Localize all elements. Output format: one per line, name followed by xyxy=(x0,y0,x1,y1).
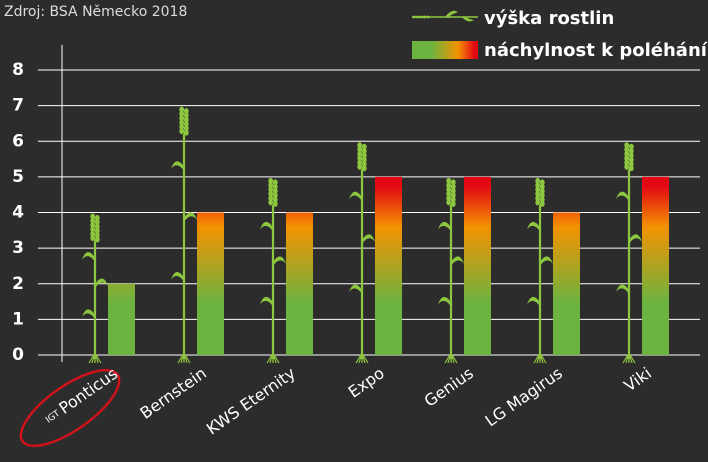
grain xyxy=(273,201,278,207)
legend-grain xyxy=(416,16,420,19)
grain xyxy=(446,199,451,205)
grain xyxy=(95,237,100,243)
legend-label: výška rostlin xyxy=(484,8,614,29)
bar xyxy=(464,177,491,355)
grain xyxy=(451,201,456,207)
y-tick-label: 7 xyxy=(12,96,24,116)
grain xyxy=(540,201,545,207)
grain xyxy=(179,128,184,134)
bar xyxy=(553,213,580,356)
grain xyxy=(362,165,367,171)
source-note: Zdroj: BSA Německo 2018 xyxy=(4,4,187,20)
grain xyxy=(629,165,634,171)
grain xyxy=(184,130,189,136)
bar xyxy=(642,177,669,355)
y-tick-label: 2 xyxy=(12,274,24,294)
y-tick-label: 0 xyxy=(12,345,24,365)
legend-swatch xyxy=(412,41,478,59)
y-tick-label: 3 xyxy=(12,238,24,258)
legend-grain xyxy=(423,16,427,19)
grain xyxy=(268,199,273,205)
grain xyxy=(357,164,362,170)
bar xyxy=(375,177,402,355)
grain xyxy=(90,235,95,241)
legend-label: náchylnost k poléhání xyxy=(484,40,708,61)
grain xyxy=(624,164,629,170)
y-tick-label: 6 xyxy=(12,131,24,151)
y-tick-label: 4 xyxy=(12,203,24,223)
grain xyxy=(535,199,540,205)
bar xyxy=(197,213,224,356)
legend-grain xyxy=(412,16,416,19)
page: Zdroj: BSA Německo 2018 012345678IGTPont… xyxy=(0,0,708,462)
bar xyxy=(286,213,313,356)
legend-grain xyxy=(419,16,423,19)
chart: Zdroj: BSA Německo 2018 012345678IGTPont… xyxy=(0,0,708,462)
bar xyxy=(108,284,135,355)
y-tick-label: 8 xyxy=(12,60,24,80)
legend-grain xyxy=(426,16,430,19)
y-tick-label: 1 xyxy=(12,309,24,329)
y-tick-label: 5 xyxy=(12,167,24,187)
